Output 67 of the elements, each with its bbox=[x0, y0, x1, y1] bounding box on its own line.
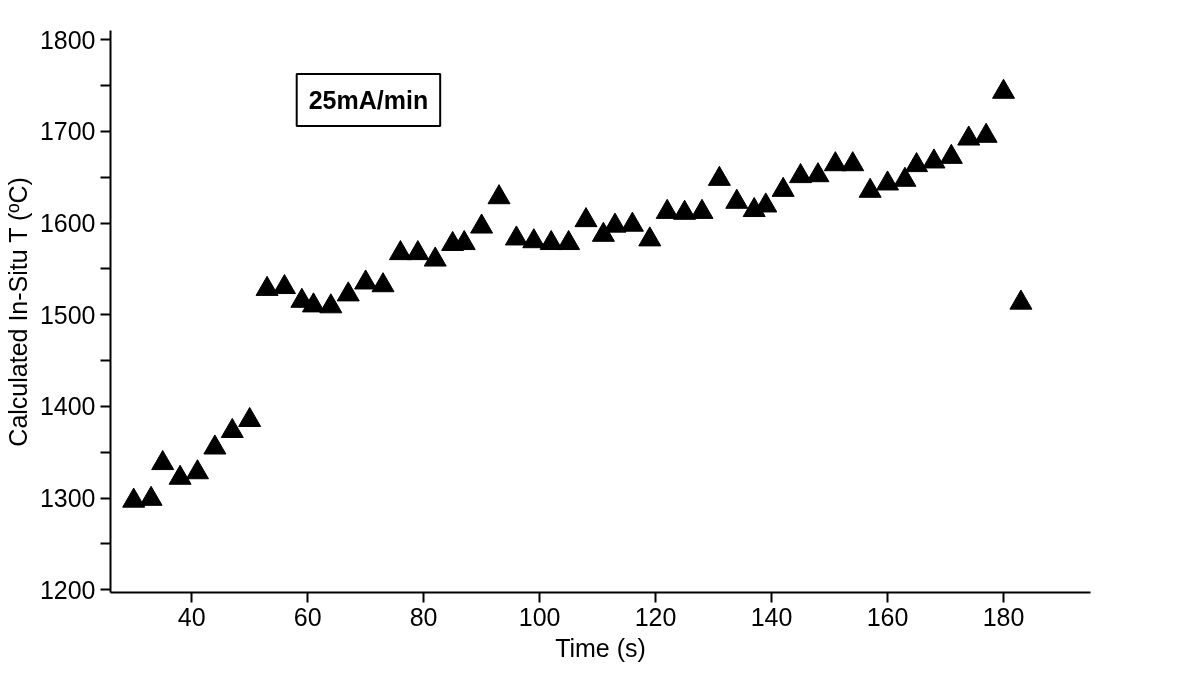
point bbox=[638, 226, 662, 247]
point bbox=[238, 406, 262, 427]
point bbox=[470, 213, 494, 234]
point bbox=[789, 163, 813, 184]
point bbox=[504, 225, 528, 246]
point bbox=[655, 198, 679, 219]
point bbox=[151, 450, 175, 471]
point bbox=[203, 434, 227, 455]
x-tick-label: 140 bbox=[750, 602, 793, 631]
x-axis-title: Time (s) bbox=[555, 633, 646, 662]
point bbox=[522, 228, 546, 249]
point bbox=[574, 207, 598, 228]
point bbox=[557, 230, 581, 251]
point bbox=[539, 230, 563, 251]
point bbox=[272, 274, 296, 295]
y-tick-label: 1200 bbox=[39, 575, 96, 604]
x-tick-label: 60 bbox=[293, 602, 322, 631]
x-tick-label: 160 bbox=[866, 602, 909, 631]
point bbox=[974, 122, 998, 143]
y-axis-title: Calculated In-Situ T (ºC) bbox=[3, 177, 32, 447]
x-tick-label: 180 bbox=[982, 602, 1025, 631]
x-tick-label: 40 bbox=[177, 602, 206, 631]
y-tick-label: 1700 bbox=[39, 117, 96, 146]
x-tick-label: 80 bbox=[409, 602, 438, 631]
point bbox=[354, 269, 378, 290]
point bbox=[620, 211, 644, 232]
point bbox=[893, 166, 917, 187]
point bbox=[336, 281, 360, 302]
point bbox=[806, 162, 830, 183]
point bbox=[957, 125, 981, 146]
point bbox=[771, 176, 795, 197]
point bbox=[690, 198, 714, 219]
point bbox=[371, 272, 395, 293]
x-tick-label: 120 bbox=[634, 602, 677, 631]
x-tick-label: 100 bbox=[518, 602, 561, 631]
y-tick-label: 1500 bbox=[39, 300, 96, 329]
point bbox=[388, 240, 412, 261]
point bbox=[168, 464, 192, 485]
y-tick-label: 1600 bbox=[39, 209, 96, 238]
y-tick-label: 1300 bbox=[39, 484, 96, 513]
point bbox=[1009, 289, 1033, 310]
point bbox=[858, 177, 882, 198]
point bbox=[122, 487, 146, 508]
point bbox=[707, 165, 731, 186]
point bbox=[603, 212, 627, 233]
annotation: 25mA/min bbox=[308, 86, 429, 115]
point bbox=[725, 188, 749, 209]
point bbox=[185, 459, 209, 480]
y-tick-label: 1400 bbox=[39, 392, 96, 421]
point bbox=[905, 152, 929, 173]
point bbox=[841, 151, 865, 172]
point bbox=[939, 143, 963, 164]
point bbox=[255, 275, 279, 296]
point bbox=[673, 199, 697, 220]
point bbox=[823, 151, 847, 172]
point bbox=[319, 293, 343, 314]
point bbox=[423, 246, 447, 267]
y-tick-label: 1800 bbox=[39, 25, 96, 54]
point bbox=[922, 148, 946, 169]
point bbox=[992, 78, 1016, 99]
point bbox=[487, 184, 511, 205]
point bbox=[876, 170, 900, 191]
point bbox=[301, 292, 325, 313]
point bbox=[139, 485, 163, 506]
point bbox=[220, 417, 244, 438]
point bbox=[591, 221, 615, 242]
point bbox=[406, 240, 430, 261]
